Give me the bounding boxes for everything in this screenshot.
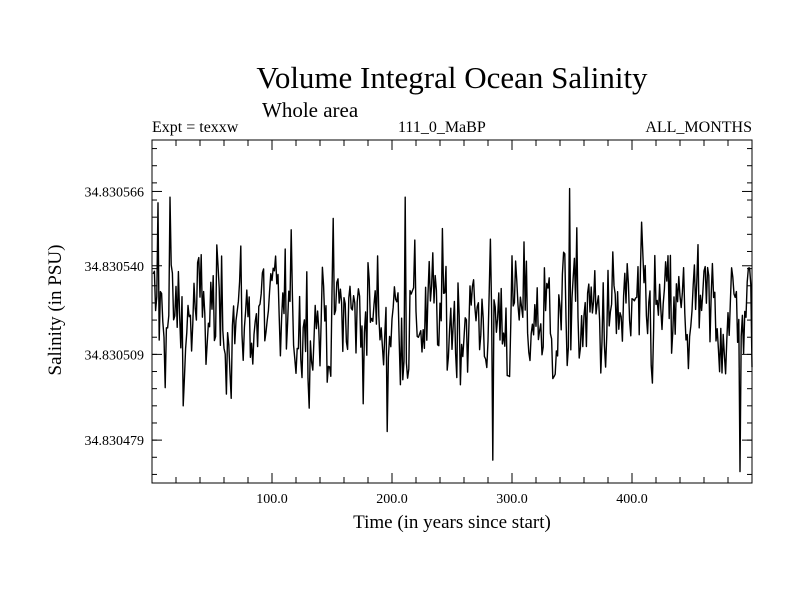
y-tick-label: 34.830479 (85, 434, 145, 449)
x-tick-label: 400.0 (616, 492, 648, 507)
y-tick-label: 34.830566 (85, 185, 145, 200)
x-tick-label: 300.0 (496, 492, 528, 507)
tick-group: 100.0 200.0 300.0 400.0 34.830479 34.830509 34… (85, 140, 752, 507)
y-tick-label: 34.830540 (85, 260, 145, 275)
months-label: ALL_MONTHS (645, 119, 752, 136)
experiment-label: Expt = texxw (152, 119, 239, 136)
plot-frame (151, 139, 753, 484)
y-tick-label: 34.830509 (85, 348, 145, 363)
series-group (152, 187, 753, 473)
series-line-salinity (152, 187, 753, 473)
chart-title: Volume Integral Ocean Salinity (256, 60, 648, 95)
x-tick-label: 100.0 (256, 492, 288, 507)
x-axis-label: Time (in years since start) (353, 512, 551, 533)
chart-subtitle: Whole area (262, 98, 359, 122)
x-tick-label: 200.0 (376, 492, 408, 507)
run-label: 111_0_MaBP (398, 119, 486, 136)
